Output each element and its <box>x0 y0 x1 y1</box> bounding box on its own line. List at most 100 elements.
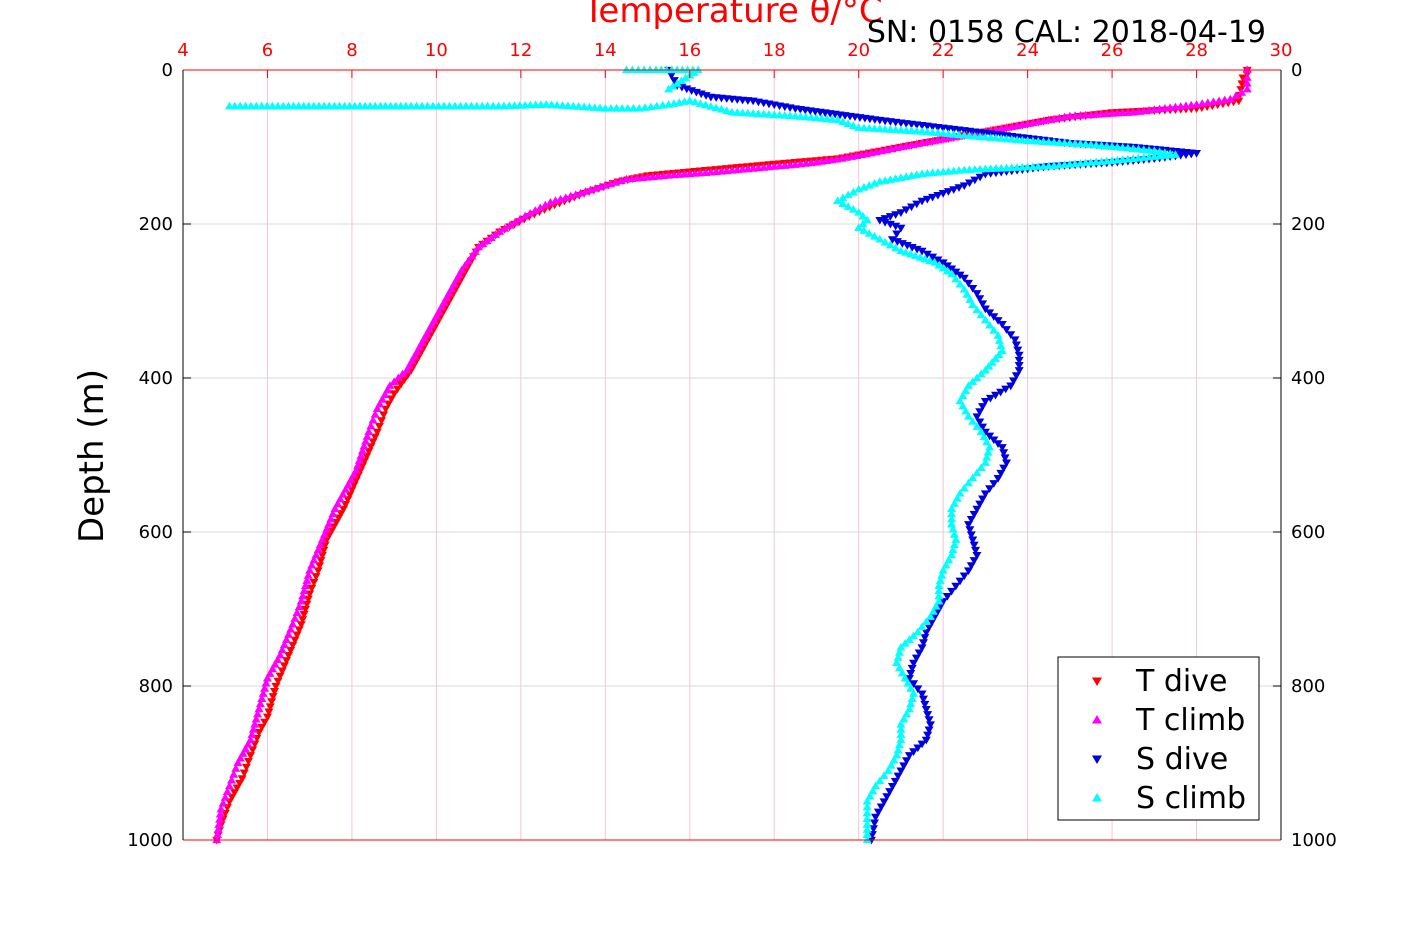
data-point <box>893 772 903 781</box>
data-point <box>965 295 975 303</box>
data-point <box>248 725 258 733</box>
x-tick-label: 16 <box>678 40 701 61</box>
data-point <box>298 591 308 600</box>
data-point <box>530 206 540 214</box>
data-point <box>706 102 716 110</box>
data-point <box>968 300 978 308</box>
data-point <box>933 135 943 144</box>
data-point <box>921 628 931 637</box>
data-point <box>347 486 357 495</box>
data-point <box>991 391 1001 400</box>
data-point <box>979 432 989 441</box>
data-point <box>924 726 934 735</box>
data-point <box>1002 459 1011 468</box>
data-point <box>1002 123 1011 131</box>
data-point <box>963 412 973 420</box>
data-point <box>862 814 872 822</box>
data-point <box>261 678 271 687</box>
data-point <box>1144 105 1154 114</box>
data-point <box>972 413 982 421</box>
data-point <box>955 279 965 288</box>
data-point <box>1014 362 1024 370</box>
data-point <box>406 367 416 375</box>
data-point <box>273 677 283 686</box>
data-point <box>381 405 391 414</box>
data-point <box>214 820 224 828</box>
data-point <box>858 211 868 220</box>
data-point <box>685 96 695 104</box>
data-point <box>370 433 380 442</box>
data-point <box>896 643 906 651</box>
data-point <box>220 793 230 801</box>
data-point <box>1014 351 1024 360</box>
y-tick-label-left: 1000 <box>127 830 173 851</box>
data-point <box>927 618 937 627</box>
data-point <box>963 567 973 575</box>
y-tick-label-left: 0 <box>162 60 173 81</box>
data-point <box>896 246 906 255</box>
data-point <box>296 621 306 629</box>
data-point <box>913 627 923 636</box>
data-point <box>891 174 901 182</box>
data-point <box>993 331 1003 339</box>
data-point <box>414 353 424 361</box>
data-point <box>360 457 370 466</box>
data-point <box>972 422 982 430</box>
data-point <box>895 663 905 672</box>
data-point <box>260 684 270 692</box>
data-point <box>1012 121 1022 129</box>
data-point <box>419 344 429 352</box>
data-point <box>1049 114 1059 123</box>
data-point <box>996 388 1006 397</box>
data-point <box>1000 454 1010 463</box>
plot-data <box>212 65 1252 845</box>
data-point <box>900 639 910 647</box>
data-point <box>1017 120 1027 129</box>
data-point <box>463 256 473 265</box>
data-point <box>909 689 919 697</box>
data-point <box>906 249 916 258</box>
data-point <box>892 658 902 667</box>
data-point <box>353 461 363 469</box>
data-point <box>999 449 1009 457</box>
data-point <box>525 209 535 217</box>
data-point <box>251 714 261 723</box>
data-point <box>398 369 408 378</box>
data-point <box>921 617 931 625</box>
data-point <box>281 657 291 665</box>
data-point <box>890 777 900 786</box>
data-point <box>947 587 957 596</box>
data-point <box>975 408 985 416</box>
data-point <box>218 798 228 807</box>
data-point <box>934 260 944 269</box>
data-point <box>897 240 907 248</box>
data-point <box>265 703 275 712</box>
data-point <box>920 634 930 642</box>
data-point <box>885 220 895 229</box>
data-point <box>958 391 968 400</box>
data-point <box>317 551 327 560</box>
data-point <box>690 97 700 106</box>
data-point <box>248 746 258 755</box>
data-point <box>862 820 872 828</box>
data-point <box>985 432 995 441</box>
data-point <box>212 835 222 844</box>
data-point <box>482 236 492 245</box>
data-point <box>896 730 906 738</box>
data-point <box>909 659 919 668</box>
data-point <box>621 174 631 183</box>
data-point <box>606 104 616 112</box>
data-point <box>212 830 222 839</box>
data-point <box>279 662 289 670</box>
data-point <box>871 781 881 790</box>
data-point <box>934 591 944 600</box>
data-point <box>963 381 973 389</box>
data-point <box>362 452 372 461</box>
data-point <box>996 124 1006 132</box>
data-point <box>987 358 997 366</box>
data-point <box>357 446 367 455</box>
data-point <box>393 373 403 382</box>
data-point <box>386 395 396 404</box>
data-point <box>911 654 921 663</box>
data-point <box>311 573 321 581</box>
